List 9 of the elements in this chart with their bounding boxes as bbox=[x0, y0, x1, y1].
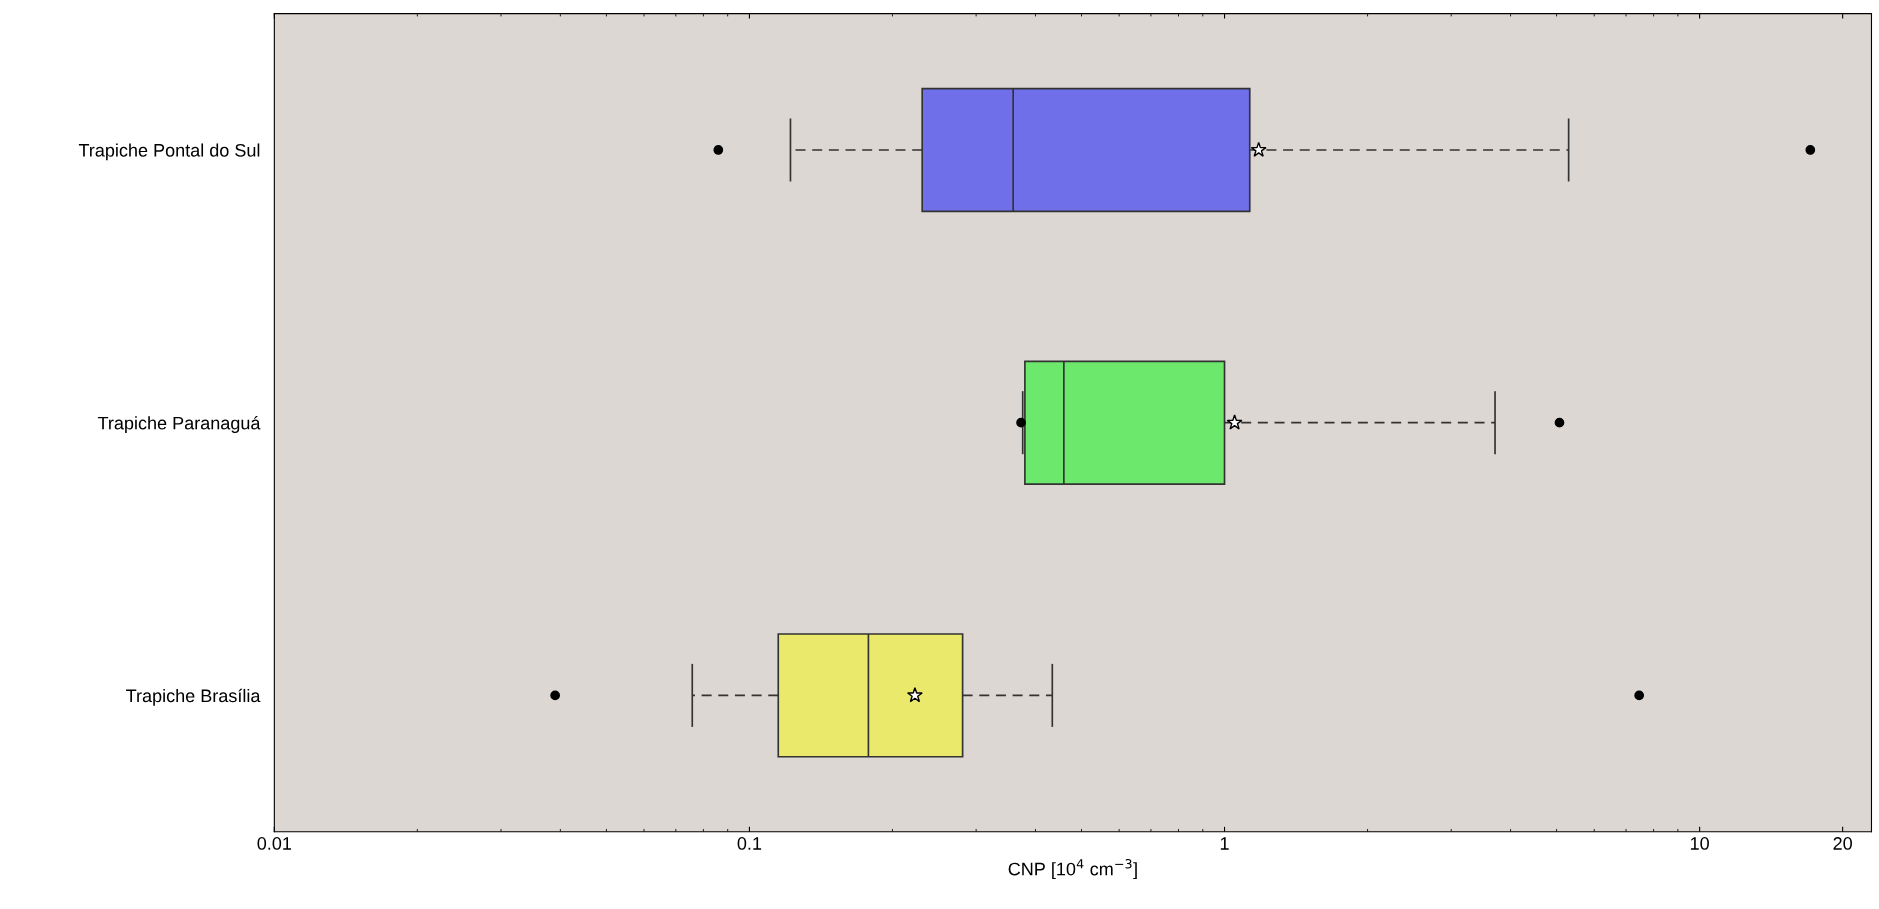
x-tick-label: 0.1 bbox=[737, 837, 762, 850]
x-tick-label: 1 bbox=[1220, 837, 1229, 850]
x-axis-title: CNP [10$^{4}$ cm$^{−3}$] bbox=[1008, 858, 1137, 880]
x-tick-label: 0.01 bbox=[257, 837, 292, 850]
y-tick-label: Trapiche Brasília bbox=[126, 688, 261, 706]
x-tick-label: 10 bbox=[1690, 837, 1709, 850]
y-tick-label: Trapiche Pontal do Sul bbox=[78, 143, 260, 161]
y-tick-label: Trapiche Paranaguá bbox=[97, 416, 261, 434]
x-tick-label: 20 bbox=[1833, 837, 1852, 850]
